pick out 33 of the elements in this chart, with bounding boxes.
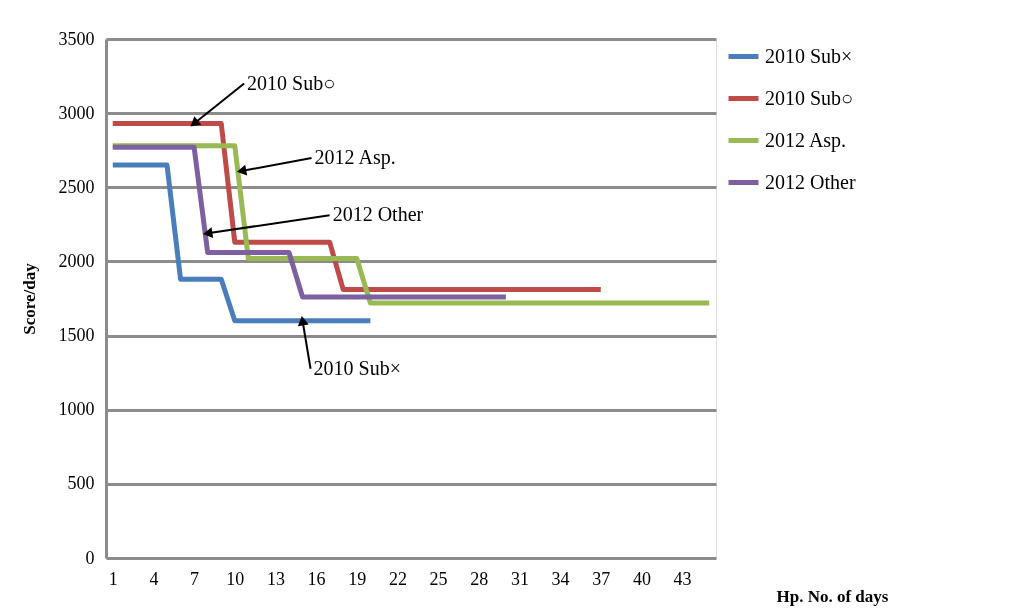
x-tick-label: 31 xyxy=(510,568,529,589)
legend-label: 2012 Asp. xyxy=(765,128,847,152)
annotation: 2012 Asp. xyxy=(314,145,396,169)
x-tick-label: 25 xyxy=(429,568,448,589)
annotation: 2010 Sub× xyxy=(313,356,401,379)
x-tick-label: 22 xyxy=(388,568,407,589)
x-axis-title: Hp. No. of days xyxy=(776,586,889,606)
legend-label: 2010 Sub○ xyxy=(765,86,854,109)
y-tick-label: 1000 xyxy=(58,399,95,420)
x-tick-label: 7 xyxy=(190,568,200,589)
y-tick-label: 3500 xyxy=(58,28,95,49)
x-tick-label: 19 xyxy=(348,568,367,589)
annotation: 2012 Other xyxy=(332,203,424,226)
y-tick-label: 500 xyxy=(67,473,95,494)
y-tick-label: 0 xyxy=(85,547,95,568)
legend-label: 2012 Other xyxy=(765,170,856,193)
x-tick-label: 1 xyxy=(108,568,118,589)
y-tick-label: 1500 xyxy=(58,325,95,346)
legend-label: 2010 Sub× xyxy=(765,44,853,67)
x-tick-label: 43 xyxy=(673,568,692,589)
x-tick-label: 37 xyxy=(592,568,611,589)
x-tick-label: 13 xyxy=(266,568,285,589)
annotation: 2010 Sub○ xyxy=(247,71,336,94)
y-axis-title: Score/day xyxy=(19,262,39,335)
y-tick-label: 2000 xyxy=(58,250,95,271)
x-tick-label: 28 xyxy=(470,568,489,589)
x-tick-label: 40 xyxy=(632,568,651,589)
x-tick-label: 34 xyxy=(551,568,570,589)
x-tick-label: 10 xyxy=(226,568,245,589)
x-tick-label: 4 xyxy=(149,568,159,589)
y-tick-label: 3000 xyxy=(58,102,95,123)
x-tick-label: 16 xyxy=(307,568,326,589)
y-tick-label: 2500 xyxy=(58,176,95,197)
